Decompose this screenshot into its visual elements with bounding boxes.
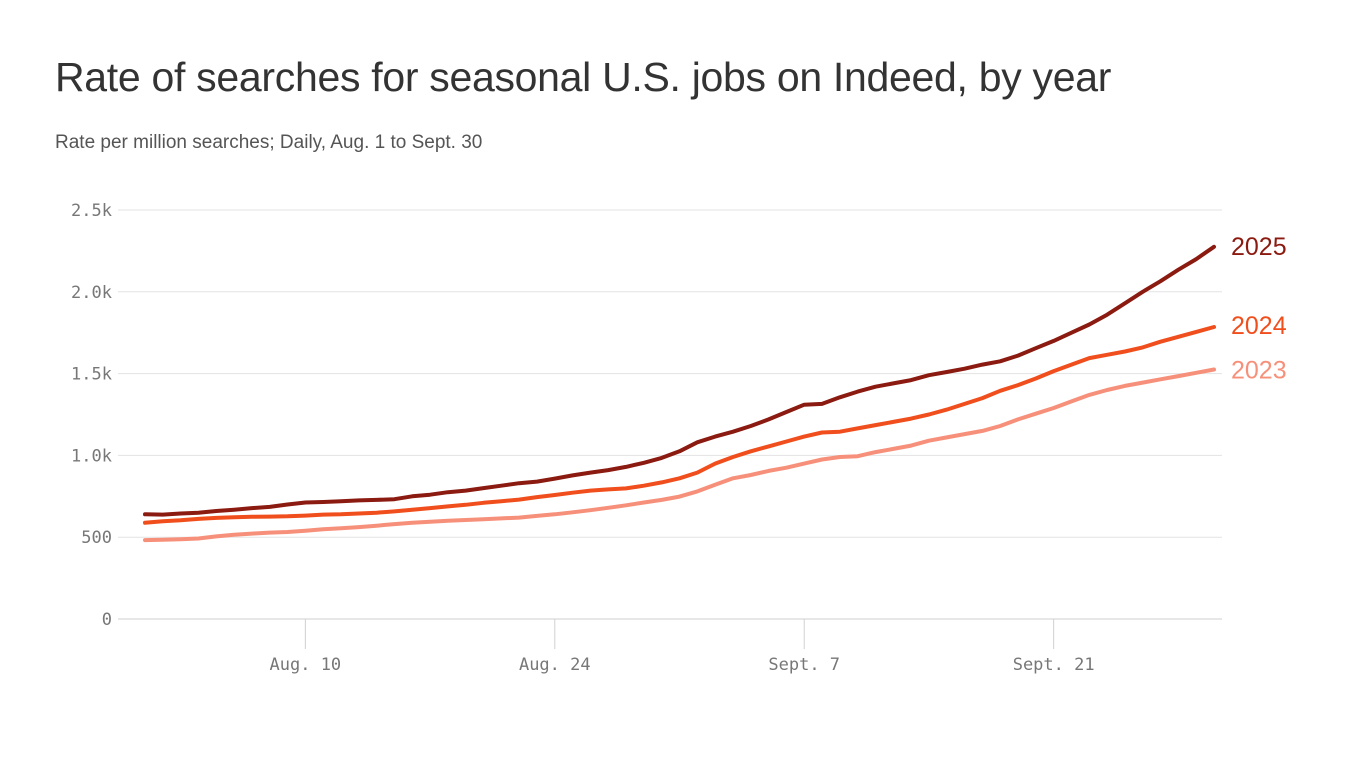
chart-title: Rate of searches for seasonal U.S. jobs …: [55, 54, 1112, 100]
x-tick-label: Aug. 10: [270, 655, 342, 675]
x-tick-label: Sept. 7: [768, 655, 840, 675]
series-labels: 2025 2024 2023: [1231, 233, 1287, 385]
y-axis-labels: 0 500 1.0k 1.5k 2.0k 2.5k: [71, 201, 112, 630]
y-tick-label: 1.5k: [71, 365, 112, 385]
y-tick-label: 0: [102, 610, 112, 630]
y-tick-label: 2.5k: [71, 201, 112, 221]
chart-subtitle: Rate per million searches; Daily, Aug. 1…: [55, 132, 483, 153]
series-label-2025: 2025: [1231, 233, 1287, 261]
x-axis-ticks: [304, 619, 1055, 649]
y-tick-label: 500: [81, 528, 112, 548]
x-tick-label: Aug. 24: [519, 655, 591, 675]
x-axis-labels: Aug. 10 Aug. 24 Sept. 7 Sept. 21: [270, 655, 1095, 675]
grid-lines: [118, 209, 1222, 620]
x-tick-label: Sept. 21: [1013, 655, 1095, 675]
series-label-2023: 2023: [1231, 357, 1287, 385]
y-tick-label: 1.0k: [71, 446, 112, 466]
series-lines: [143, 244, 1216, 543]
y-tick-label: 2.0k: [71, 283, 112, 303]
series-label-2024: 2024: [1231, 312, 1287, 340]
series-line-2025: [143, 244, 1216, 517]
series-line-2023: [143, 367, 1216, 543]
series-line-2024: [143, 325, 1216, 525]
